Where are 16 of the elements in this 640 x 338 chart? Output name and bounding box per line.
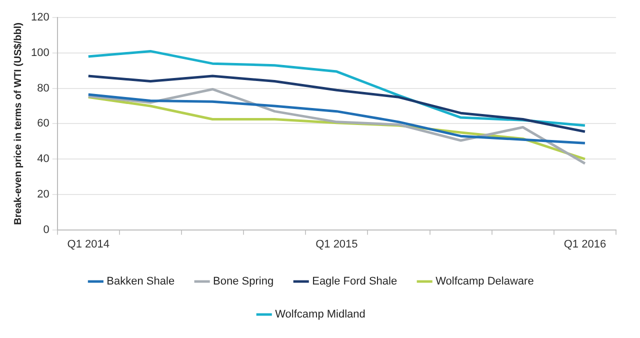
x-tick-label: Q1 2016: [564, 238, 606, 250]
y-tick-label: 120: [30, 12, 50, 24]
legend-label: Wolfcamp Midland: [275, 308, 366, 321]
y-axis-title: Break-even price in terms of WTI (US$/bbl): [12, 22, 24, 225]
legend-label: Wolfcamp Delaware: [436, 276, 534, 288]
legend-label: Bakken Shale: [106, 276, 175, 288]
x-tick-label: Q1 2014: [67, 238, 110, 250]
y-tick-label: 100: [30, 47, 50, 59]
legend-label: Bone Spring: [213, 276, 274, 288]
legend-label: Eagle Ford Shale: [312, 276, 398, 288]
y-tick-label: 60: [37, 118, 50, 130]
y-tick-label: 0: [43, 224, 50, 236]
y-tick-label: 20: [37, 188, 50, 200]
y-tick-label: 80: [37, 82, 50, 94]
x-tick-label: Q1 2015: [316, 238, 358, 250]
y-tick-label: 40: [37, 153, 50, 166]
